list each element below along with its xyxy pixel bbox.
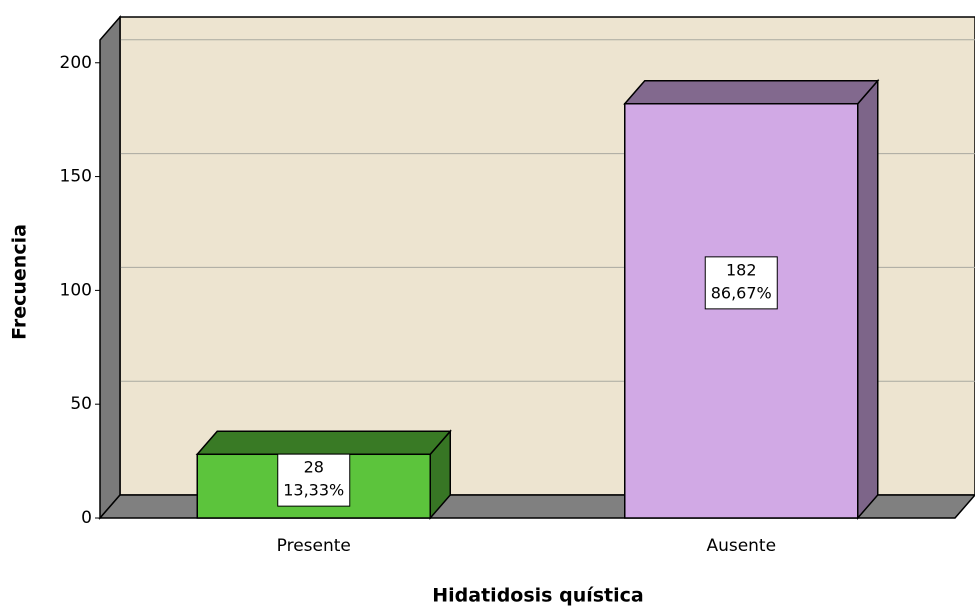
y-axis-title: Frecuencia [9,224,31,340]
data-label-percent: 86,67% [711,283,772,302]
bar [623,78,880,521]
left-wall [99,14,121,521]
y-tick-label: 0 [81,508,92,528]
data-label-percent: 13,33% [283,481,344,500]
bar-top [623,79,880,105]
data-label-box [277,453,351,507]
bar-front [624,102,859,519]
x-tick-label: Presente [277,536,351,556]
y-tick-label: 150 [60,167,92,187]
x-axis-title: Hidatidosis quística [432,585,643,606]
data-label: 182 [726,260,757,279]
y-tick-label: 200 [60,53,92,73]
data-label-box [704,256,778,310]
data-label: 28 [304,458,324,477]
bar-top [195,430,452,456]
y-tick-label: 100 [60,280,92,300]
x-tick-label: Ausente [706,536,776,556]
y-tick-label: 50 [70,394,92,414]
bar-side [857,78,879,521]
